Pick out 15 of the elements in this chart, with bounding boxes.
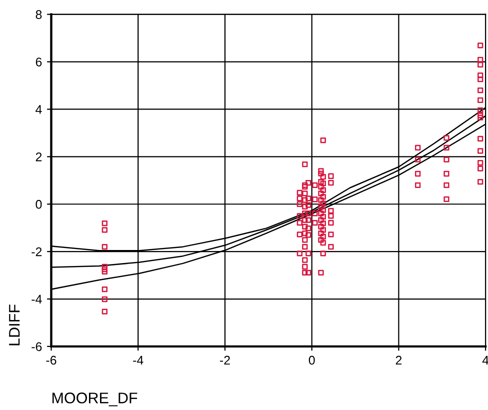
y-tick-label: 2 <box>36 152 42 162</box>
y-tick-label: -4 <box>32 294 42 304</box>
x-tick-label: -6 <box>46 356 56 365</box>
x-tick-label: 2 <box>396 356 402 365</box>
y-tick-label: -6 <box>32 342 42 352</box>
y-tick-label: -2 <box>32 247 42 256</box>
y-axis-title: LDIFF <box>9 304 20 346</box>
y-tick-label: 6 <box>36 58 42 66</box>
y-tick-label: 0 <box>36 200 42 209</box>
y-tick-label: 4 <box>36 105 42 114</box>
x-tick-label: 0 <box>308 356 315 365</box>
x-axis-title: MOORE_DF <box>52 392 138 406</box>
x-tick-label: -2 <box>220 356 230 365</box>
x-tick-label: -4 <box>133 356 144 365</box>
y-tick-label: 8 <box>36 10 42 19</box>
